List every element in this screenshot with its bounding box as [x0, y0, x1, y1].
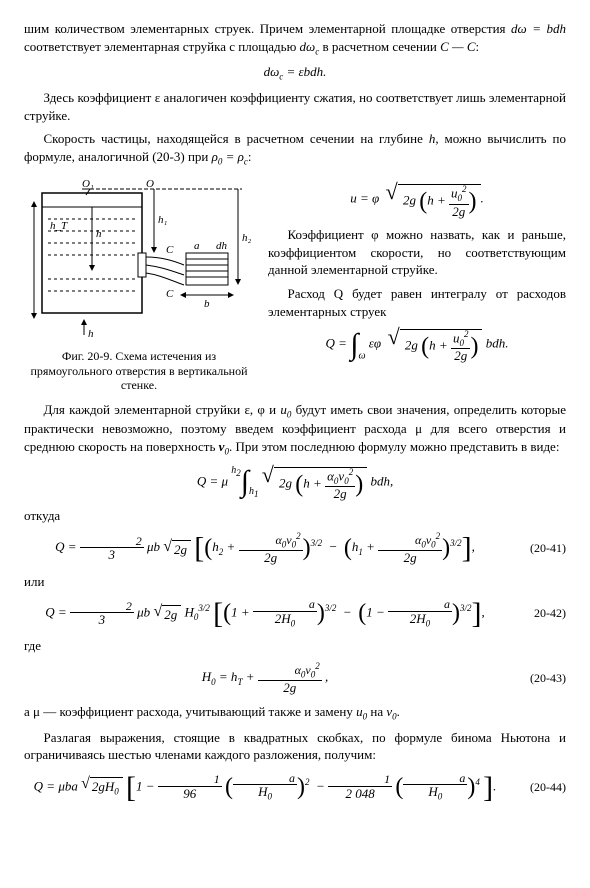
equation-20-44: Q = μba √2gH0 [1 − 196 (aH0)2 − 12 048 (…	[24, 772, 566, 803]
svg-text:a: a	[194, 240, 200, 252]
word-otkuda: откуда	[24, 507, 566, 525]
math-inline: ρ0 = ρc	[212, 149, 248, 164]
text: :	[248, 149, 252, 164]
equation-number: 20-42)	[506, 605, 566, 621]
figure-20-9: O₁ O h_T h h₁ a dh h₂ C C b h	[24, 175, 254, 345]
equation-20-42: Q = 23 μb √2g H03/2 [(1 + a2H0)3/2 − (1 …	[24, 598, 566, 629]
equation-20-41: Q = 23 μb √2g [(h2 + α0v022g)3/2 − (h1 +…	[24, 532, 566, 564]
paragraph-2: Здесь коэффициент ε аналогичен коэффицие…	[24, 89, 566, 124]
text: шим количеством элементарных струек. При…	[24, 21, 511, 36]
paragraph-3: Скорость частицы, находящейся в расчетно…	[24, 130, 566, 167]
text: Для каждой элементарной струйки ε, φ и	[44, 402, 281, 417]
paragraph-4: Для каждой элементарной струйки ε, φ и u…	[24, 401, 566, 458]
math-inline: dωc	[300, 39, 320, 54]
text: Скорость частицы, находящейся в расчетно…	[44, 131, 429, 146]
text: . При этом последнюю формулу можно предс…	[229, 439, 560, 454]
word-ili: или	[24, 573, 566, 591]
svg-text:dh: dh	[216, 240, 228, 252]
paragraph-right-2: Расход Q будет равен интегралу от расход…	[268, 285, 566, 320]
equation-number: (20-43)	[506, 670, 566, 686]
text: а μ — коэффициент расхода, учитывающий т…	[24, 704, 356, 719]
svg-text:C: C	[166, 244, 174, 256]
equation-number: (20-41)	[506, 540, 566, 556]
math-inline: v0	[219, 439, 229, 454]
text: в расчетном сечении	[322, 39, 440, 54]
text: на	[367, 704, 386, 719]
figure-caption: Фиг. 20-9. Схема истечения из прямоуголь…	[24, 349, 254, 392]
text: .	[397, 704, 400, 719]
svg-text:O₁: O₁	[82, 178, 94, 190]
figure-column: O₁ O h_T h h₁ a dh h₂ C C b h Фиг. 20-9.…	[24, 175, 254, 392]
figure-row: O₁ O h_T h h₁ a dh h₂ C C b h Фиг. 20-9.…	[24, 175, 566, 392]
svg-text:O: O	[146, 178, 154, 190]
svg-text:h: h	[88, 328, 94, 340]
equation-Q-int1: Q = ∫ω εφ √ 2g (h + u022g) bdh.	[268, 326, 566, 363]
paragraph-1: шим количеством элементарных струек. При…	[24, 20, 566, 57]
svg-text:h₂: h₂	[242, 232, 252, 244]
paragraph-6: Разлагая выражения, стоящие в квадратных…	[24, 729, 566, 764]
math-inline: u0	[280, 402, 291, 417]
math-inline: dω = bdh	[511, 21, 566, 36]
paragraph-5: а μ — коэффициент расхода, учитывающий т…	[24, 703, 566, 723]
paragraph-right-1: Коэффициент φ можно назвать, как и раньш…	[268, 226, 566, 279]
math-inline: C — C	[440, 39, 475, 54]
svg-text:h₁: h₁	[158, 214, 168, 226]
text: соответствует элементарная струйка с пло…	[24, 39, 300, 54]
svg-text:h_T: h_T	[50, 220, 68, 232]
svg-text:h: h	[96, 228, 102, 240]
word-gde: где	[24, 637, 566, 655]
equation-Q-int2: Q = μ h2∫h1 √ 2g (h + α0v022g) bdh,	[24, 464, 566, 501]
equation-dw: dωc = εbdh.	[24, 63, 566, 83]
svg-text:b: b	[204, 298, 210, 310]
equation-number: (20-44)	[506, 779, 566, 795]
equation-20-43: H0 = hT + α0v022g , (20-43)	[24, 662, 566, 694]
equation-u: u = φ √ 2g (h + u022g).	[268, 181, 566, 218]
math-inline: u0	[356, 704, 367, 719]
svg-text:C: C	[166, 288, 174, 300]
text: :	[476, 39, 480, 54]
text-column: u = φ √ 2g (h + u022g). Коэффициент φ мо…	[268, 175, 566, 392]
math-inline: v0	[386, 704, 396, 719]
